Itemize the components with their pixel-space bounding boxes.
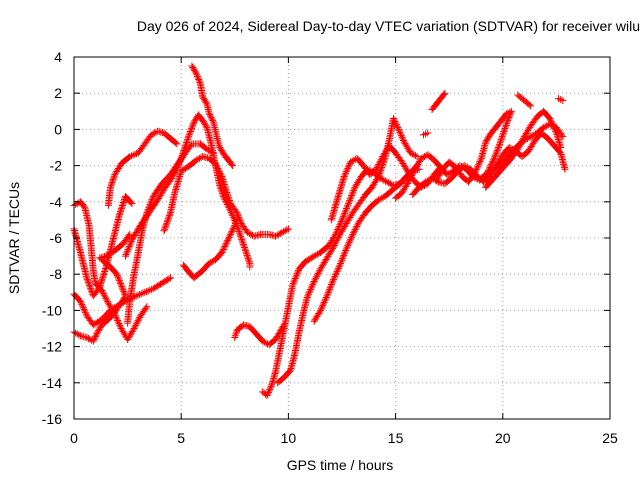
series-arc-n [310,162,421,325]
y-tick-label: -4 [50,194,63,210]
series-markers [179,216,241,282]
series-arc-a [70,192,136,300]
series-arc-l [259,165,423,399]
series-markers [428,89,449,113]
x-tick-label: 25 [602,430,618,446]
y-tick-label: -14 [42,375,62,391]
series-markers [419,129,432,139]
y-tick-label: -2 [50,158,63,174]
series-arc-v [514,91,535,110]
y-axis-label: SDTVAR / TECUs [6,182,22,294]
series-markers [259,165,423,399]
y-axis-ticks: -16 -14 -12 -10 -8 -6 -4 -2 0 2 4 [42,49,610,427]
series-markers [482,107,565,191]
series-arc-g [121,111,254,271]
series-markers [514,91,535,110]
series-markers [188,62,237,170]
grid-lines [74,57,610,419]
data-points [70,62,569,399]
series-arc-u [428,89,449,113]
series-arc-j [179,216,241,282]
series-arc-i [188,62,237,170]
series-arc-s [482,107,565,191]
chart-title: Day 026 of 2024, Sidereal Day-to-day VTE… [137,18,640,34]
y-tick-label: 4 [54,49,62,65]
x-axis-ticks: 0 5 10 15 20 25 [70,57,618,446]
x-axis-label: GPS time / hours [287,457,394,473]
x-tick-label: 15 [388,430,404,446]
x-tick-label: 20 [495,430,511,446]
series-arc-t [419,129,432,139]
series-arc-w [555,95,567,104]
y-tick-label: 2 [54,85,62,101]
y-tick-label: 0 [54,121,62,137]
series-arc-k [231,321,288,349]
series-arc-f [104,127,181,209]
x-tick-label: 10 [281,430,297,446]
y-tick-label: -10 [42,302,62,318]
series-markers [160,153,292,240]
x-tick-label: 0 [70,430,78,446]
series-markers [70,192,136,300]
series-markers [310,162,421,325]
y-tick-label: -12 [42,339,62,355]
series-arc-q [409,129,569,199]
series-markers [409,129,569,199]
series-markers [121,111,254,271]
series-arc-h [160,153,292,240]
y-tick-label: -6 [50,230,63,246]
series-arc-r [432,107,515,186]
series-markers [231,321,288,349]
y-tick-label: -16 [42,411,62,427]
series-markers [555,95,567,104]
x-tick-label: 5 [177,430,185,446]
y-tick-label: -8 [50,266,63,282]
series-markers [104,127,181,209]
series-markers [432,107,515,186]
